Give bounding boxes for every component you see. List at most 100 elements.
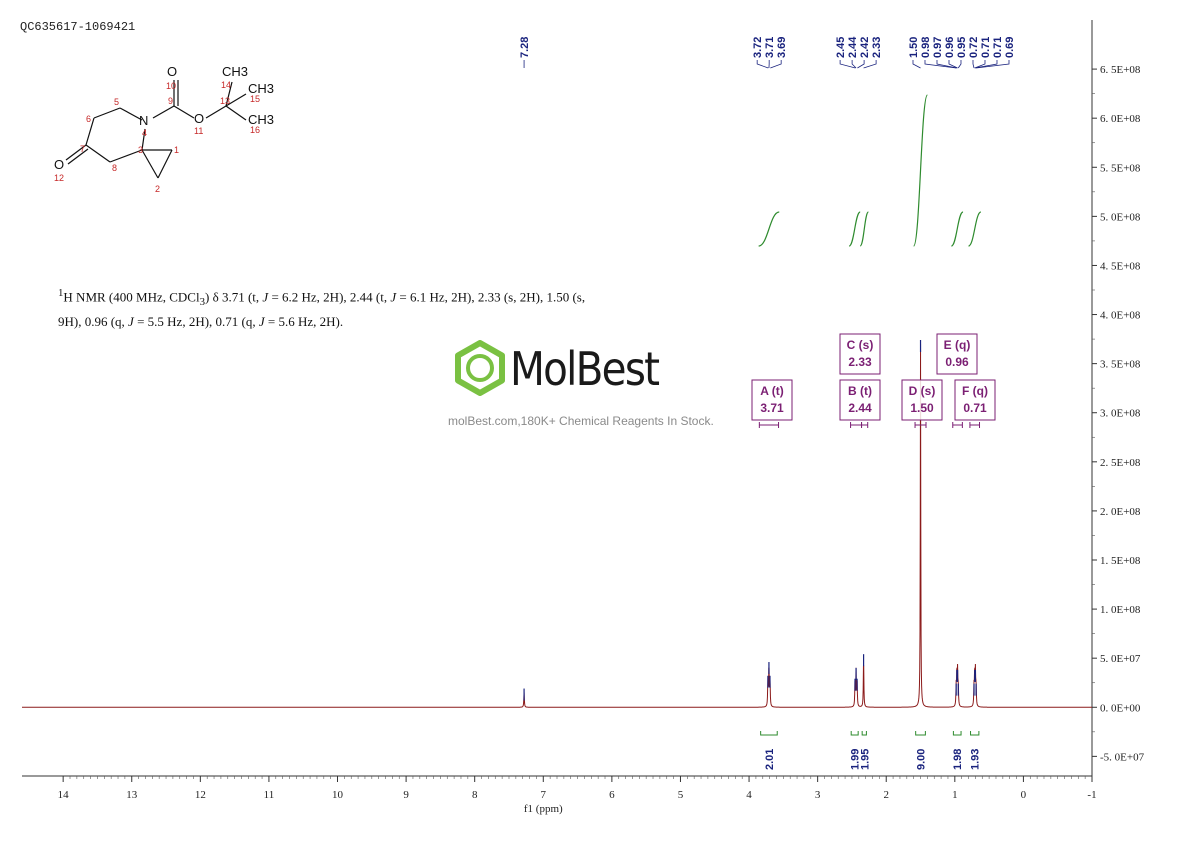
y-tick-label: 5. 5E+08 xyxy=(1100,162,1141,174)
peak-shift-label: 1.50 xyxy=(908,37,920,58)
nmr-line1-j1: J xyxy=(262,289,269,305)
nmr-line2-c: = 5.6 Hz, 2H). xyxy=(264,313,344,329)
peak-shift-label: 0.71 xyxy=(992,37,1004,58)
peak-shift-label: 3.69 xyxy=(776,37,788,58)
x-tick-label: 4 xyxy=(746,789,752,801)
multiplet-shift: 1.50 xyxy=(910,401,934,415)
x-tick-label: 2 xyxy=(883,789,889,801)
multiplet-range xyxy=(850,422,863,428)
integral-curve xyxy=(913,94,928,247)
multiplet-box xyxy=(839,333,881,375)
atom-ch3-16-number: 16 xyxy=(250,125,260,135)
multiplet-range xyxy=(914,422,927,428)
y-tick-label: 3. 5E+08 xyxy=(1100,359,1141,371)
integral-value: 1.95 xyxy=(859,749,871,770)
integral-curve xyxy=(848,211,861,247)
x-tick-label: -1 xyxy=(1087,789,1096,801)
multiplet-shift: 2.44 xyxy=(848,401,872,415)
y-tick-label: -5. 0E+07 xyxy=(1100,751,1145,763)
peak-shift-label: 7.28 xyxy=(519,37,531,58)
peak-shift-label: 2.42 xyxy=(859,37,871,58)
atom-o11: O xyxy=(194,111,204,126)
carbon-1-number: 1 xyxy=(174,145,179,155)
integral-bracket xyxy=(915,731,926,736)
x-tick-label: 10 xyxy=(332,789,344,801)
atom-ch3-14-number: 14 xyxy=(221,80,231,90)
multiplet-box xyxy=(751,379,793,421)
x-tick-label: 9 xyxy=(403,789,409,801)
integral-value: 1.99 xyxy=(850,749,862,770)
nmr-description: 1H NMR (400 MHz, CDCl3) δ 3.71 (t, J = 6… xyxy=(58,284,618,331)
x-tick-label: 7 xyxy=(541,789,547,801)
carbon-7-number: 7 xyxy=(80,144,85,154)
x-tick-label: 1 xyxy=(952,789,958,801)
integral-bracket xyxy=(850,731,859,736)
nmr-line1-d: = 6.1 Hz, 2H), 2.33 (s, 2H), 1.50 (s, xyxy=(396,289,586,305)
multiplet-shift: 0.96 xyxy=(945,355,969,369)
multiplet-range xyxy=(969,422,981,428)
y-tick-label: 2. 5E+08 xyxy=(1100,457,1141,469)
plot-layer: 14 13 12 11 10 9 8 7 6 5 4 3 2 1 0 -1f1 (ppm)6. 5E+086.… xyxy=(22,20,1145,815)
peak-connector xyxy=(851,60,857,69)
multiplet-label: F (q) xyxy=(962,384,988,398)
multiplet-shift: 0.71 xyxy=(963,401,987,415)
peak-connector xyxy=(839,60,856,69)
multiplet-box xyxy=(901,379,943,421)
peak-shift-label: 0.96 xyxy=(944,37,956,58)
integral-bracket xyxy=(952,731,962,736)
y-tick-label: 3. 0E+08 xyxy=(1100,408,1141,420)
integral-value: 9.00 xyxy=(916,749,928,770)
multiplet-shift: 3.71 xyxy=(760,401,784,415)
atom-o11-number: 11 xyxy=(194,126,203,136)
x-tick-label: 8 xyxy=(472,789,478,801)
x-tick-label: 0 xyxy=(1021,789,1027,801)
nmr-line1-j2: J xyxy=(390,289,397,305)
x-tick-label: 3 xyxy=(815,789,821,801)
benzene-logo-icon xyxy=(455,340,505,396)
molecule-structure xyxy=(65,80,247,179)
atom-o12-number: 12 xyxy=(54,173,64,183)
peak-shift-label: 0.98 xyxy=(920,37,932,58)
peak-shift-label: 3.72 xyxy=(752,37,764,58)
peak-connector xyxy=(924,60,957,69)
multiplet-range xyxy=(952,422,963,428)
peak-connector xyxy=(912,60,921,69)
integral-curve xyxy=(758,211,780,247)
peak-connector xyxy=(948,60,958,69)
atom-n4: N xyxy=(139,113,148,128)
multiplet-label: B (t) xyxy=(848,384,872,398)
atom-o10-number: 10 xyxy=(166,81,176,91)
multiplet-label: A (t) xyxy=(760,384,784,398)
integral-bracket xyxy=(970,731,980,736)
peak-shift-label: 0.69 xyxy=(1004,37,1016,58)
carbon-2-number: 2 xyxy=(155,184,160,194)
nmr-line1-sub: 3 xyxy=(199,295,205,308)
integral-value: 1.93 xyxy=(970,749,982,770)
peak-connector xyxy=(770,60,782,69)
nmr-line1-c: = 6.2 Hz, 2H), 2.44 (t, xyxy=(268,289,391,305)
atom-ch3-15: CH3 xyxy=(248,81,274,96)
y-tick-label: 6. 5E+08 xyxy=(1100,64,1141,76)
x-tick-label: 5 xyxy=(678,789,684,801)
x-tick-label: 11 xyxy=(264,789,275,801)
carbon-3-number: 3 xyxy=(138,145,143,155)
peak-connector xyxy=(936,60,957,69)
peak-connector xyxy=(974,60,998,69)
peak-connector xyxy=(976,60,1010,69)
atom-ch3-16: CH3 xyxy=(248,112,274,127)
integral-value: 1.98 xyxy=(952,749,964,770)
nmr-line2-j2: J xyxy=(258,313,265,329)
multiplet-box xyxy=(954,379,996,421)
x-tick-label: 6 xyxy=(609,789,615,801)
multiplet-box xyxy=(936,333,978,375)
y-tick-label: 0. 0E+00 xyxy=(1100,702,1141,714)
peak-shift-label: 0.72 xyxy=(968,37,980,58)
y-tick-label: 4. 5E+08 xyxy=(1100,260,1141,272)
integral-curve xyxy=(950,211,964,247)
carbon-13-number: 13 xyxy=(220,96,230,106)
atom-ch3-14: CH3 xyxy=(222,64,248,79)
sample-id: QC635617-1069421 xyxy=(20,20,136,34)
watermark-brand: MolBest xyxy=(510,342,660,396)
multiplet-box xyxy=(839,379,881,421)
